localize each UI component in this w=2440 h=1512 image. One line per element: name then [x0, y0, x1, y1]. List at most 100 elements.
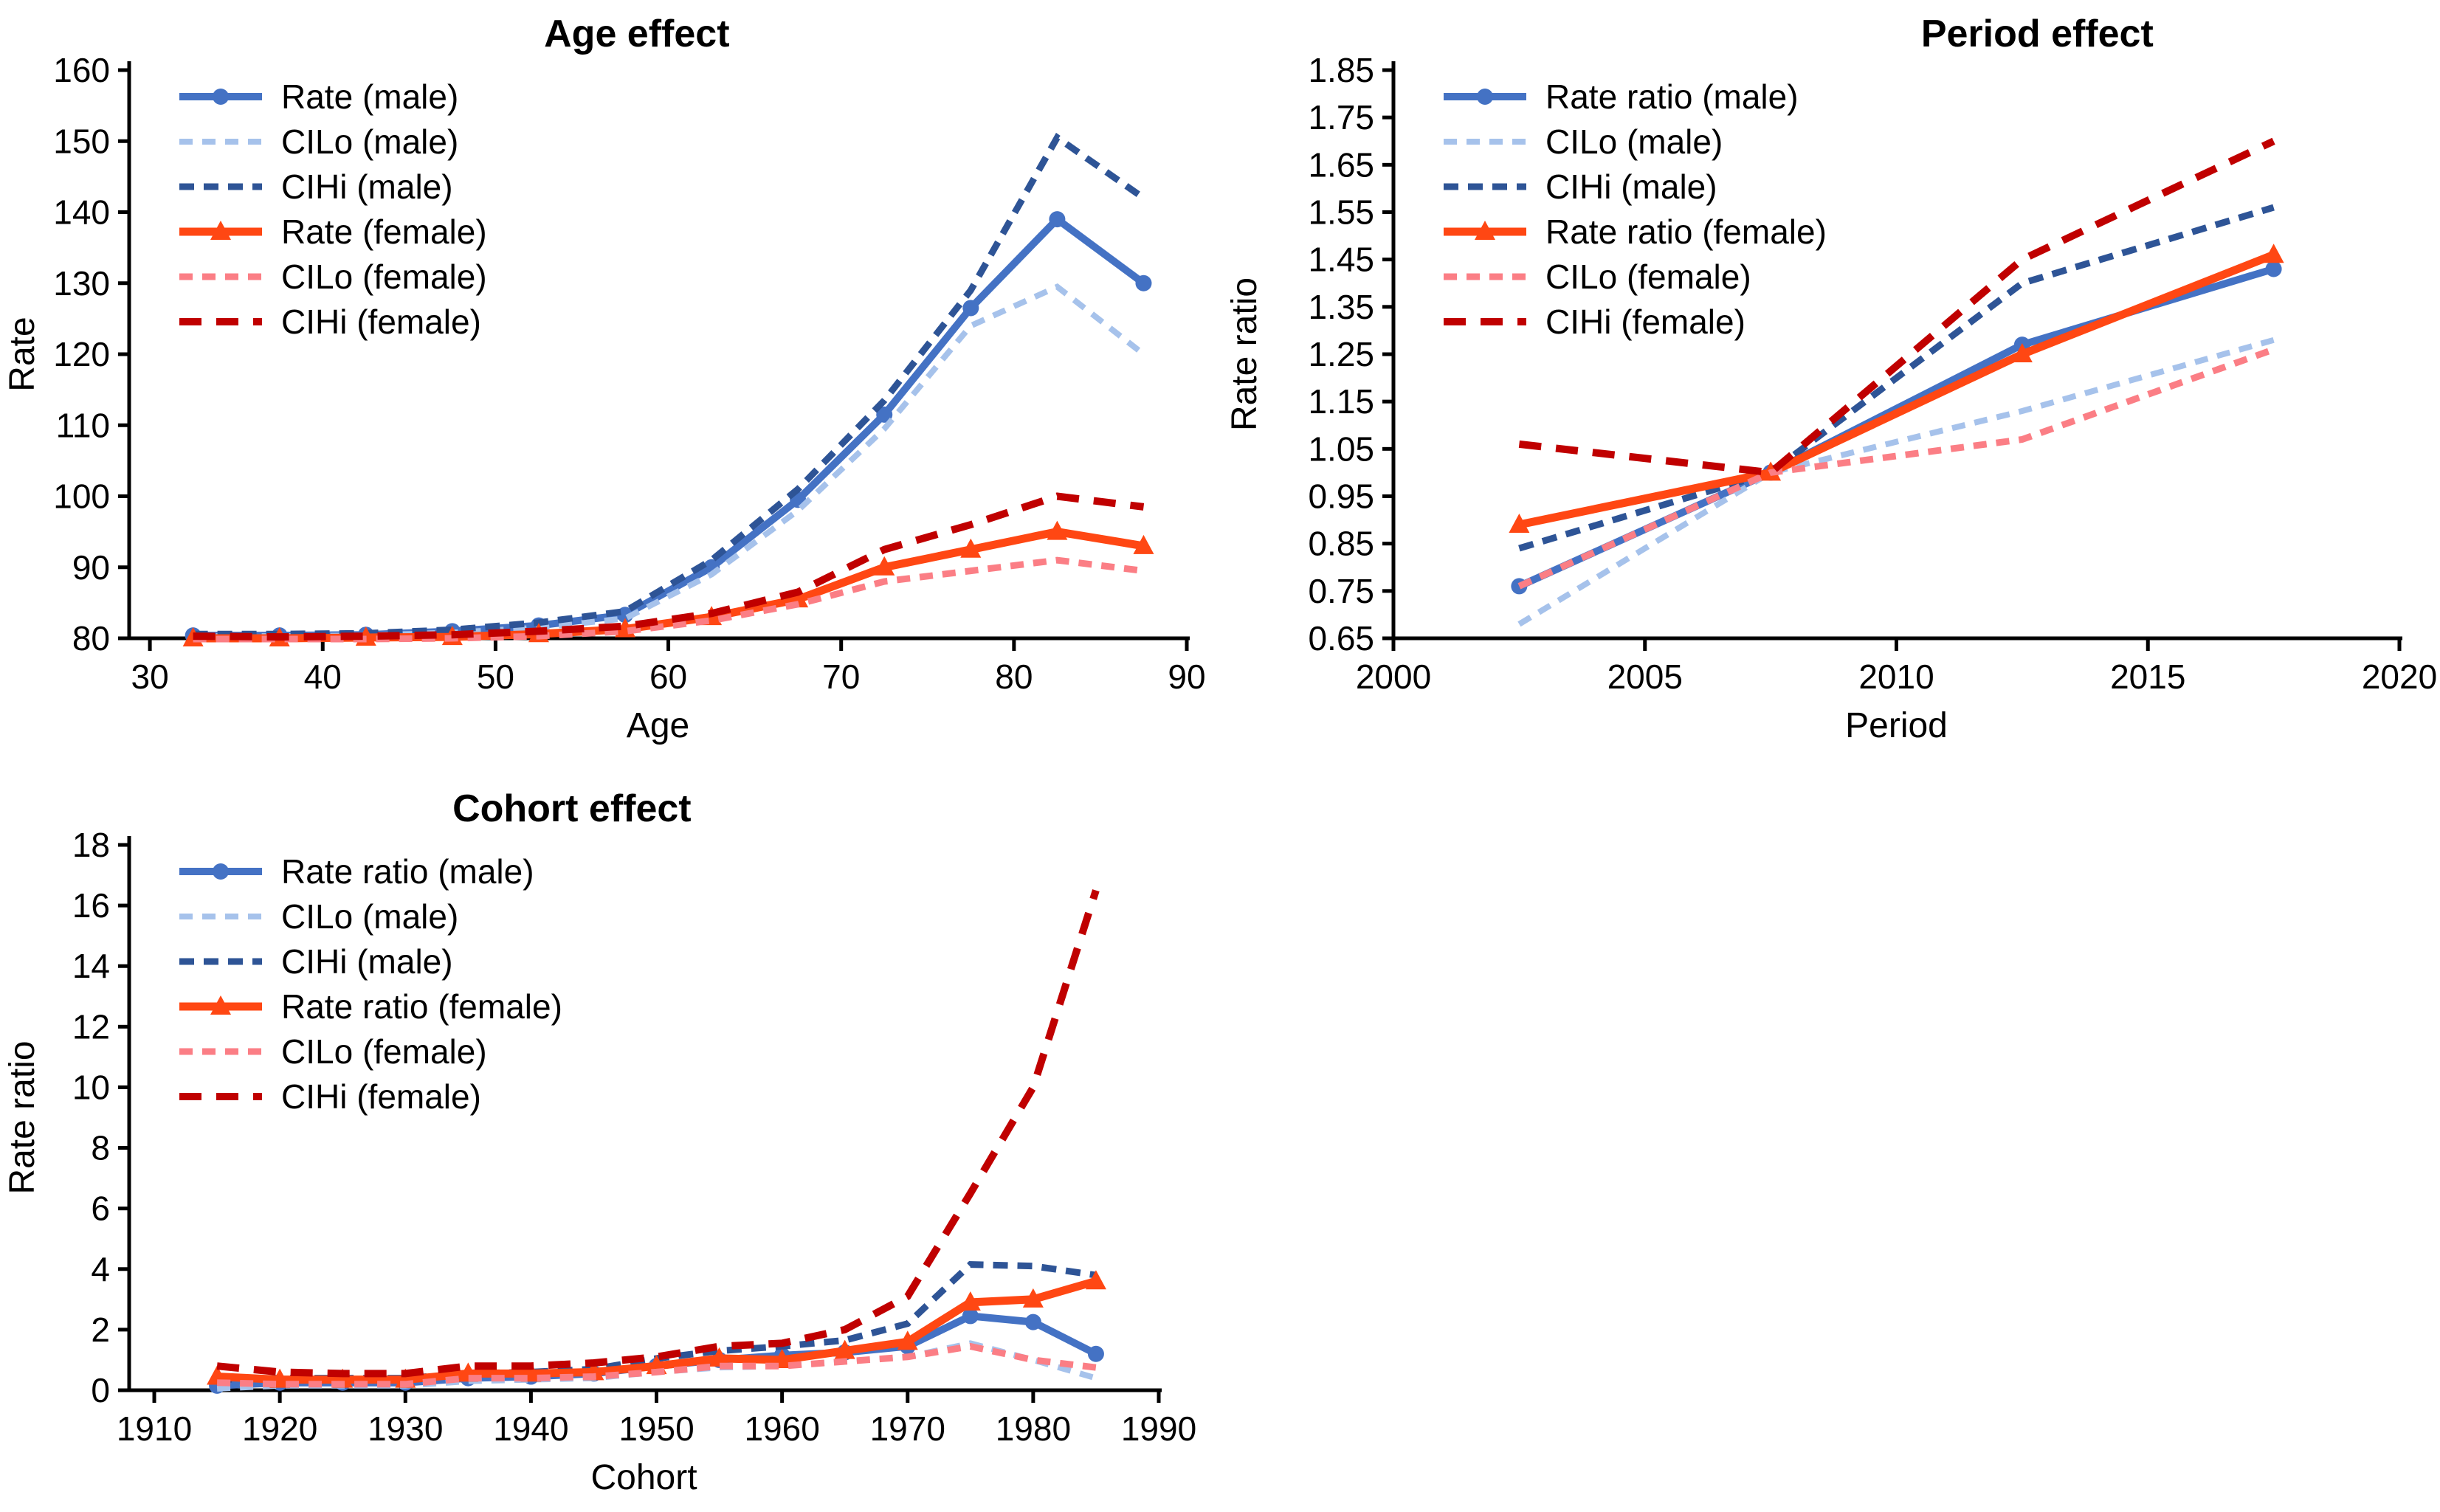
x-tick-label: 1980: [996, 1409, 1071, 1448]
y-tick-label: 90: [72, 548, 110, 587]
series-rate-ratio-female-triangle-marker: [1022, 1288, 1044, 1308]
x-tick-label: 40: [304, 657, 342, 696]
legend-cihi-female-label: CIHi (female): [1545, 303, 1745, 341]
legend-cihi-male-label: CIHi (male): [281, 168, 453, 206]
chart-title: Cohort effect: [452, 787, 692, 830]
x-tick-label: 1950: [618, 1409, 694, 1448]
cohort-effect-chart: 0 2 4 6 8 10 12 14 16 18 1910 1920 1930 1940 1950 1960 1…: [3, 787, 1196, 1497]
series-cilo-female-line: [193, 556, 1145, 643]
x-tick-label: 90: [1168, 657, 1205, 696]
legend-cilo-male-label: CILo (male): [1545, 122, 1723, 161]
y-tick-label: 1.45: [1308, 241, 1374, 279]
legend-rate-male-circle-marker: [213, 89, 229, 105]
series-rate-male-circle-marker: [1049, 211, 1066, 228]
series-cihi-male-line: [1518, 204, 2275, 552]
y-tick-label: 18: [72, 826, 110, 864]
series-rate-female-triangle-marker: [1133, 534, 1154, 554]
series-rate-ratio-female-triangle-marker: [2011, 343, 2033, 362]
y-axis-label: Rate: [3, 317, 42, 391]
y-axis-label: Rate ratio: [3, 1040, 42, 1194]
y-tick-label: 0: [91, 1371, 110, 1409]
y-tick-label: 8: [91, 1129, 110, 1167]
y-tick-label: 1.15: [1308, 382, 1374, 421]
legend-cihi-male-label: CIHi (male): [281, 942, 453, 981]
y-tick-label: 110: [56, 406, 110, 444]
series-rate-ratio-male-circle-marker: [962, 1308, 979, 1325]
x-tick-label: 1970: [870, 1409, 945, 1448]
legend-rate-ratio-male-circle-marker: [1477, 89, 1493, 105]
y-tick-label: 0.65: [1308, 619, 1374, 657]
x-tick-label: 80: [995, 657, 1033, 696]
legend-rate-ratio-male-label: Rate ratio (male): [281, 852, 534, 891]
series-cilo-male-line: [193, 283, 1145, 640]
x-tick-label: 2015: [2110, 657, 2185, 696]
series-rate-ratio-male-circle-marker: [2265, 260, 2282, 277]
y-axis-label: Rate ratio: [1225, 277, 1264, 431]
series-rate-female-triangle-marker: [960, 538, 982, 558]
y-tick-label: 16: [72, 886, 110, 925]
age-effect-panel: 80 90 100 110 120 130 140 150 160 30 40 50 60 70 80 90 A…: [0, 0, 1218, 753]
y-tick-label: 130: [53, 264, 110, 303]
x-tick-label: 30: [131, 657, 169, 696]
x-tick-label: 2010: [1858, 657, 1934, 696]
y-tick-label: 1.75: [1308, 98, 1374, 137]
legend-cihi-female-label: CIHi (female): [281, 1077, 481, 1116]
series-rate-ratio-female-triangle-marker: [2263, 244, 2284, 263]
legend-rate-female-label: Rate (female): [281, 213, 487, 251]
y-tick-label: 80: [72, 619, 110, 657]
period-effect-panel: 0.65 0.75 0.85 0.95 1.05 1.15 1.25 1.35 1.45 1.55…: [1222, 0, 2440, 753]
series-rate-ratio-female-triangle-marker: [1085, 1270, 1106, 1290]
y-tick-label: 1.25: [1308, 335, 1374, 373]
x-tick-label: 1940: [493, 1409, 568, 1448]
series-rate-ratio-female-triangle-marker: [709, 1347, 730, 1367]
legend-rate-ratio-female-triangle-marker: [210, 995, 231, 1015]
x-tick-label: 2000: [1356, 657, 1431, 696]
y-tick-label: 4: [91, 1250, 110, 1288]
y-tick-label: 160: [53, 51, 110, 89]
legend-rate-female-triangle-marker: [210, 221, 231, 240]
x-axis-label: Age: [627, 706, 689, 745]
x-tick-label: 1960: [744, 1409, 819, 1448]
chart-title: Age effect: [544, 13, 729, 55]
y-tick-label: 100: [53, 477, 110, 516]
series-rate-ratio-female-triangle-marker: [834, 1339, 855, 1359]
legend-rate-ratio-male-circle-marker: [213, 863, 229, 880]
y-tick-label: 0.75: [1308, 572, 1374, 610]
series-rate-ratio-male-circle-marker: [1087, 1345, 1104, 1362]
legend-rate-ratio-female-triangle-marker: [1475, 221, 1495, 240]
y-tick-label: 14: [72, 947, 110, 985]
legend-cihi-male-label: CIHi (male): [1545, 168, 1717, 206]
series-rate-male-circle-marker: [1135, 275, 1152, 291]
x-tick-label: 50: [477, 657, 514, 696]
y-tick-label: 1.65: [1308, 145, 1374, 184]
x-tick-label: 2005: [1607, 657, 1683, 696]
series-cihi-female-line: [193, 492, 1145, 641]
y-tick-label: 1.05: [1308, 429, 1374, 468]
y-tick-label: 150: [53, 122, 110, 160]
x-tick-label: 1990: [1121, 1409, 1196, 1448]
series-cihi-female-line: [216, 889, 1100, 1378]
series-cilo-male-line: [1517, 336, 2275, 627]
legend-cilo-female-label: CILo (female): [281, 1032, 487, 1071]
legend-cilo-male-label: CILo (male): [281, 122, 458, 161]
series-rate-male-circle-marker: [962, 300, 979, 317]
series-rate-ratio-female-triangle-marker: [897, 1330, 918, 1350]
legend-cilo-female-label: CILo (female): [281, 258, 487, 296]
x-tick-label: 2020: [2362, 657, 2437, 696]
x-tick-label: 70: [822, 657, 860, 696]
legend-rate-ratio-male-label: Rate ratio (male): [1545, 77, 1799, 116]
series-cilo-female-line: [216, 1342, 1097, 1388]
legend-rate-ratio-female-label: Rate ratio (female): [281, 987, 562, 1026]
x-axis-label: Period: [1845, 706, 1948, 745]
period-effect-chart: 0.65 0.75 0.85 0.95 1.05 1.15 1.25 1.35 1.45 1.55…: [1225, 13, 2437, 745]
x-tick-label: 1930: [368, 1409, 443, 1448]
age-effect-chart: 80 90 100 110 120 130 140 150 160 30 40 50 60 70 80 90 A…: [3, 13, 1206, 745]
series-rate-female-triangle-marker: [1047, 520, 1068, 540]
series-rate-ratio-female-triangle-marker: [1509, 514, 1530, 533]
x-tick-label: 60: [649, 657, 687, 696]
series-cihi-female-line: [1518, 137, 2275, 477]
series-rate-female-line: [193, 528, 1145, 643]
x-tick-label: 1910: [117, 1409, 192, 1448]
legend-cilo-male-label: CILo (male): [281, 897, 458, 936]
y-tick-label: 120: [53, 335, 110, 373]
